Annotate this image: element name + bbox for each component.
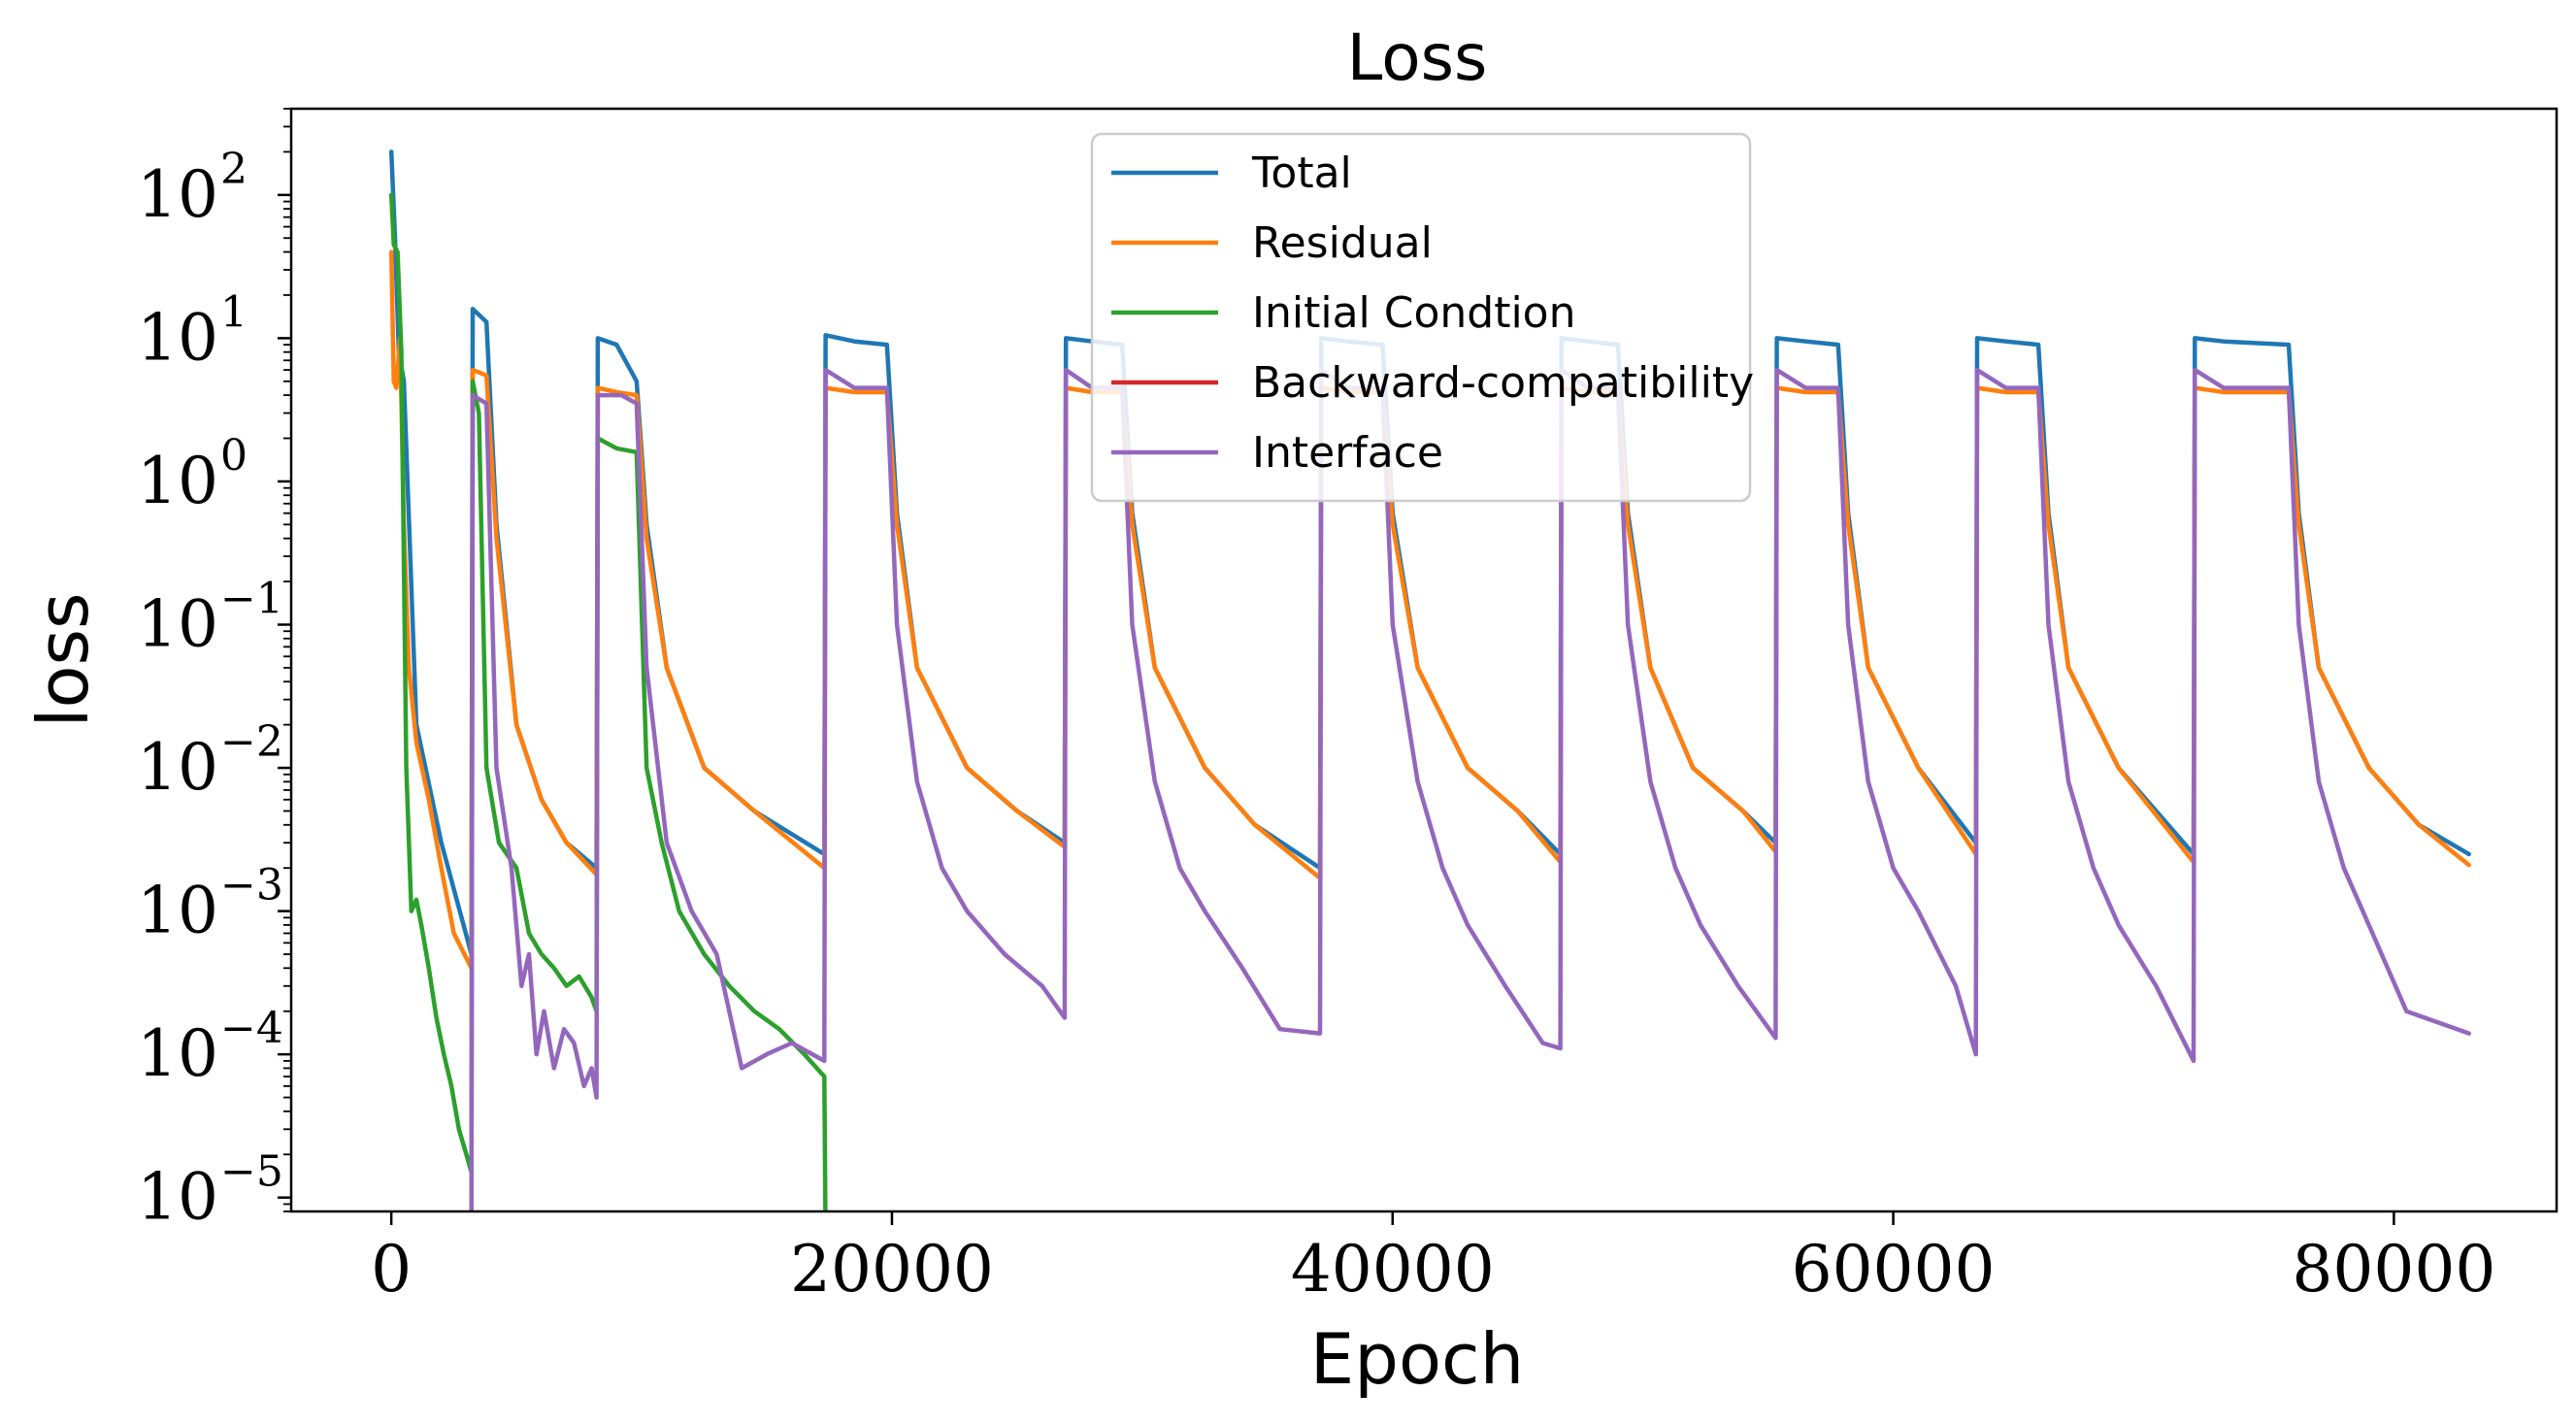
y-tick-label: 10 <box>137 1016 218 1091</box>
y-tick-label: 10 <box>137 1160 218 1235</box>
chart-title: Loss <box>1347 20 1488 95</box>
y-tick-label: 10 <box>137 586 218 661</box>
y-tick-label: 10 <box>137 300 218 375</box>
y-tick-label: 10 <box>137 874 218 948</box>
y-tick-exponent: 0 <box>220 431 248 481</box>
x-tick-label: 60000 <box>1792 1232 1996 1307</box>
y-tick-exponent: 2 <box>220 145 248 194</box>
legend-items: Total Residual Initial Condtion Backward-co… <box>1111 149 1754 478</box>
y-axis-label: loss <box>22 592 104 727</box>
y-tick-label: 10 <box>137 730 218 805</box>
x-tick-label: 20000 <box>790 1232 994 1307</box>
y-tick-exponent: −4 <box>220 1004 283 1053</box>
legend-label: Initial Condtion <box>1252 288 1575 338</box>
legend-label: Total <box>1251 149 1352 198</box>
x-tick-label: 40000 <box>1291 1232 1495 1307</box>
y-tick-exponent: 1 <box>220 287 248 337</box>
y-tick-exponent: −1 <box>220 574 283 623</box>
x-tick-label: 80000 <box>2292 1232 2495 1307</box>
legend-label: Interface <box>1252 428 1443 478</box>
y-tick-label: 10 <box>137 157 218 232</box>
legend-label: Residual <box>1252 218 1433 268</box>
series-line-initial-condtion <box>388 192 828 1211</box>
y-tick-exponent: −3 <box>220 861 283 911</box>
x-axis-label: Epoch <box>1310 1318 1524 1400</box>
x-axis: 0 20000 40000 60000 80000 <box>371 1211 2495 1307</box>
legend-label: Backward-compatibility <box>1252 358 1754 408</box>
series-line-residual <box>388 249 2471 971</box>
y-tick-exponent: −5 <box>220 1147 283 1197</box>
y-tick-exponent: −2 <box>220 717 283 767</box>
series-line-interface <box>469 367 2471 1211</box>
legend: Total Residual Initial Condtion Backward-co… <box>1090 132 1754 503</box>
y-tick-label: 10 <box>137 444 218 518</box>
x-tick-label: 0 <box>371 1232 412 1307</box>
plot-frame <box>289 107 2559 1213</box>
series-layer <box>388 149 2471 1211</box>
legend-box <box>1090 132 1752 503</box>
